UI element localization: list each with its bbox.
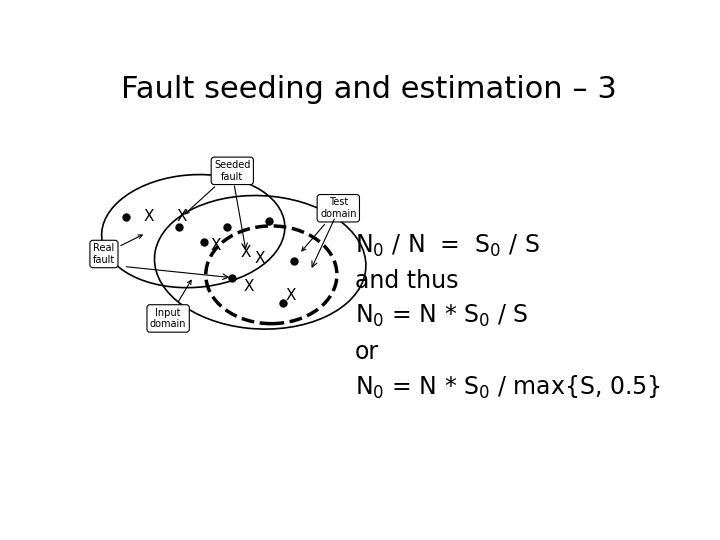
Text: X: X [177, 209, 187, 224]
Text: N$_0$ / N  =  S$_0$ / S: N$_0$ / N = S$_0$ / S [355, 233, 540, 259]
Text: Test
domain: Test domain [302, 198, 356, 251]
Text: X: X [210, 238, 221, 253]
Text: X: X [255, 251, 266, 266]
Text: N$_0$ = N * S$_0$ / max{S, 0.5}: N$_0$ = N * S$_0$ / max{S, 0.5} [355, 374, 661, 401]
Text: Fault seeding and estimation – 3: Fault seeding and estimation – 3 [121, 75, 617, 104]
Text: X: X [244, 279, 254, 294]
Text: X: X [143, 209, 154, 224]
Text: X: X [286, 288, 296, 303]
Text: X: X [241, 245, 251, 260]
Text: Input
domain: Input domain [150, 280, 191, 329]
Text: or: or [355, 340, 379, 364]
Text: Seeded
fault: Seeded fault [185, 160, 251, 214]
Text: and thus: and thus [355, 269, 459, 293]
Text: N$_0$ = N * S$_0$ / S: N$_0$ = N * S$_0$ / S [355, 303, 528, 329]
Text: Real
fault: Real fault [93, 235, 143, 265]
